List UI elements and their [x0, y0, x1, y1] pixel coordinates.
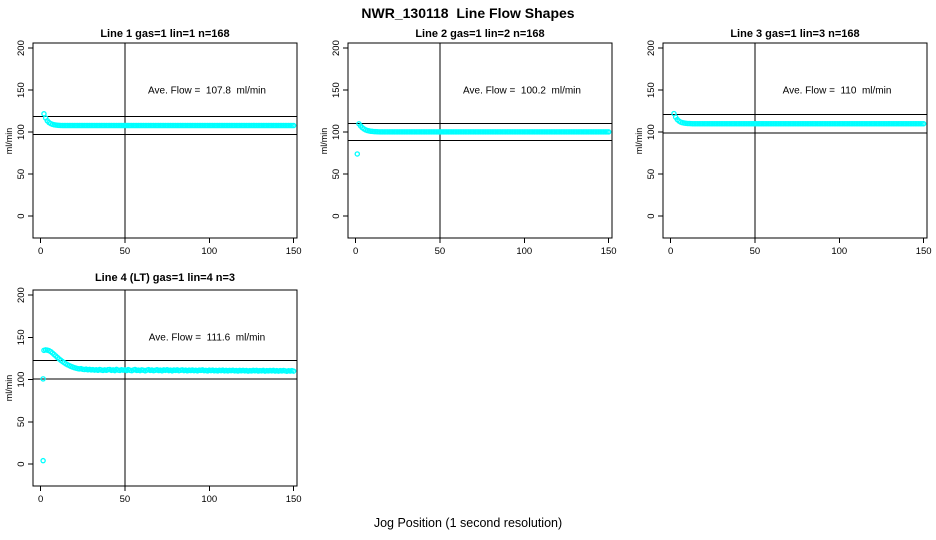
panel-1-title: Line 1 gas=1 lin=1 n=168: [100, 28, 230, 40]
svg-text:50: 50: [16, 417, 27, 428]
panel-2-title: Line 2 gas=1 lin=2 n=168: [415, 28, 545, 40]
svg-text:100: 100: [516, 246, 532, 257]
svg-text:50: 50: [120, 494, 131, 505]
svg-text:0: 0: [38, 246, 43, 257]
svg-text:100: 100: [331, 124, 342, 140]
figure-title: NWR_130118 Line Flow Shapes: [361, 5, 575, 21]
panel-3-title: Line 3 gas=1 lin=3 n=168: [730, 28, 860, 40]
panel-3-plot: 0 50 100 150 0 50 100 150 200: [646, 40, 932, 257]
panel-2-plot: 0 50 100 150 0 50 100 150 200: [331, 40, 617, 257]
svg-text:50: 50: [435, 246, 446, 257]
svg-text:100: 100: [831, 246, 847, 257]
svg-text:100: 100: [646, 124, 657, 140]
svg-text:0: 0: [646, 213, 657, 218]
svg-text:150: 150: [16, 329, 27, 345]
panel-3-y-axis-label: ml/min: [634, 127, 644, 155]
panel-4-y-axis-label: ml/min: [4, 374, 14, 402]
svg-text:200: 200: [331, 40, 342, 56]
x-axis-label: Jog Position (1 second resolution): [373, 516, 563, 530]
svg-text:150: 150: [331, 82, 342, 98]
svg-text:0: 0: [16, 213, 27, 218]
svg-text:150: 150: [916, 246, 932, 257]
svg-text:150: 150: [286, 494, 302, 505]
svg-text:150: 150: [286, 246, 302, 257]
svg-text:0: 0: [38, 494, 43, 505]
panel-4-title: Line 4 (LT) gas=1 lin=4 n=3: [94, 272, 236, 284]
svg-text:150: 150: [646, 82, 657, 98]
svg-text:50: 50: [331, 169, 342, 180]
svg-text:0: 0: [353, 246, 358, 257]
svg-text:50: 50: [750, 246, 761, 257]
panel-2-ave-flow-annotation: Ave. Flow = 100.2 ml/min: [463, 85, 581, 97]
panel-3-ave-flow-annotation: Ave. Flow = 110 ml/min: [782, 85, 892, 97]
panel-1-ave-flow-annotation: Ave. Flow = 107.8 ml/min: [148, 85, 266, 97]
svg-text:50: 50: [646, 169, 657, 180]
panel-4-ave-flow-annotation: Ave. Flow = 111.6 ml/min: [148, 332, 266, 344]
svg-text:150: 150: [601, 246, 617, 257]
svg-text:0: 0: [16, 461, 27, 466]
svg-text:150: 150: [16, 82, 27, 98]
panel-4-plot: 0 50 100 150 0 50 100 150 200: [16, 287, 302, 505]
panel-1-y-axis-label: ml/min: [4, 127, 14, 155]
svg-text:100: 100: [16, 124, 27, 140]
svg-text:0: 0: [331, 213, 342, 218]
svg-text:100: 100: [201, 246, 217, 257]
svg-text:200: 200: [16, 40, 27, 56]
svg-text:100: 100: [201, 494, 217, 505]
panel-2-y-axis-label: ml/min: [319, 127, 329, 155]
svg-text:100: 100: [16, 372, 27, 388]
panel-1-plot: 0 50 100 150 0 50 100 150 200: [16, 40, 302, 257]
svg-text:200: 200: [16, 287, 27, 303]
svg-text:50: 50: [120, 246, 131, 257]
svg-text:0: 0: [668, 246, 673, 257]
svg-text:200: 200: [646, 40, 657, 56]
svg-text:50: 50: [16, 169, 27, 180]
